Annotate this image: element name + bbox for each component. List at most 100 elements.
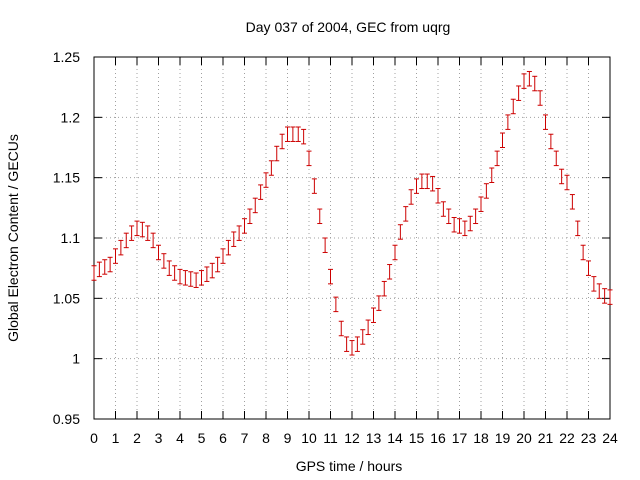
data-point: [285, 126, 290, 142]
data-point: [446, 208, 452, 225]
data-point: [607, 289, 613, 305]
x-tick-label: 17: [452, 430, 468, 446]
x-tick-label: 6: [219, 430, 227, 446]
x-tick-label: 20: [516, 430, 532, 446]
chart-title: Day 037 of 2004, GEC from uqrg: [246, 19, 451, 35]
data-point: [311, 178, 317, 194]
data-point: [575, 220, 581, 237]
data-point: [204, 266, 210, 282]
data-point: [295, 126, 301, 142]
x-tick-label: 11: [323, 430, 338, 446]
data-point: [510, 98, 516, 115]
x-tick-label: 4: [176, 430, 184, 446]
data-point: [172, 265, 178, 281]
data-point: [156, 244, 161, 261]
data-point: [96, 261, 102, 278]
data-point: [91, 265, 97, 281]
x-tick-label: 21: [538, 430, 554, 446]
data-point: [354, 336, 360, 352]
data-point: [548, 133, 554, 150]
data-point: [440, 201, 446, 217]
data-point: [473, 208, 479, 225]
data-point: [333, 296, 339, 313]
data-point: [328, 268, 333, 285]
data-point: [505, 114, 511, 130]
x-tick-label: 5: [198, 430, 206, 446]
data-point: [118, 239, 124, 256]
data-point: [516, 85, 522, 101]
data-point: [177, 268, 183, 285]
data-point: [242, 218, 247, 234]
data-point: [483, 183, 489, 199]
data-point: [457, 218, 462, 234]
data-point: [430, 175, 436, 192]
grid-lines: [94, 57, 610, 419]
data-point: [478, 196, 484, 212]
data-point: [371, 307, 376, 323]
x-tick-label: 14: [387, 430, 403, 446]
x-tick-label: 18: [473, 430, 489, 446]
x-tick-label: 8: [262, 430, 270, 446]
data-point: [301, 128, 307, 145]
data-point: [500, 132, 505, 148]
data-point: [435, 188, 441, 204]
x-tick-label: 2: [133, 430, 141, 446]
data-point: [586, 260, 591, 276]
x-tick-label: 9: [284, 430, 292, 446]
y-tick-label: 1.1: [61, 230, 81, 246]
data-point: [279, 133, 285, 150]
data-point: [602, 288, 608, 304]
x-tick-label: 16: [430, 430, 446, 446]
data-point: [381, 280, 387, 297]
y-tick-label: 1.05: [53, 290, 80, 306]
data-point: [392, 244, 398, 261]
data-point: [494, 150, 500, 167]
x-tick-label: 7: [241, 430, 249, 446]
data-point: [145, 225, 151, 241]
x-tick-label: 10: [301, 430, 317, 446]
data-point: [209, 262, 215, 279]
data-point: [258, 184, 264, 200]
data-point: [161, 253, 167, 269]
data-point: [526, 70, 532, 87]
data-point: [231, 231, 237, 247]
data-point: [489, 167, 495, 183]
data-point: [559, 168, 565, 185]
x-tick-labels: 0 1 2 3 4 5 6 7 8 9 10 11 12 13 14 15 16 17 18 19 20 21 22 23 24: [90, 430, 618, 446]
data-point: [403, 206, 409, 222]
y-tick-label: 1: [72, 351, 80, 367]
data-point: [408, 189, 414, 205]
data-point: [268, 160, 274, 176]
x-tick-label: 0: [90, 430, 98, 446]
data-point: [414, 178, 419, 194]
data-point: [360, 329, 366, 345]
x-tick-label: 15: [409, 430, 425, 446]
y-tick-label: 1.2: [61, 109, 81, 125]
data-point: [365, 319, 371, 336]
y-tick-label: 0.95: [53, 411, 80, 427]
data-point: [123, 232, 129, 249]
data-point: [129, 225, 135, 241]
data-point: [263, 172, 269, 188]
x-tick-label: 1: [112, 430, 120, 446]
data-point: [290, 126, 296, 142]
y-tick-label: 1.25: [53, 49, 80, 65]
data-point: [521, 73, 527, 89]
data-point: [252, 197, 258, 214]
data-point: [150, 232, 156, 249]
data-point: [215, 256, 221, 273]
data-point: [397, 224, 403, 240]
data-point: [467, 215, 473, 232]
data-point: [247, 208, 253, 225]
data-point: [591, 276, 597, 292]
x-tick-label: 12: [344, 430, 360, 446]
data-point: [553, 150, 559, 167]
data-point: [338, 320, 344, 337]
data-point: [537, 90, 543, 106]
data-point: [569, 194, 575, 210]
data-point: [451, 216, 457, 233]
x-tick-label: 24: [602, 430, 618, 446]
data-point: [193, 272, 199, 288]
data-point: [188, 271, 194, 287]
